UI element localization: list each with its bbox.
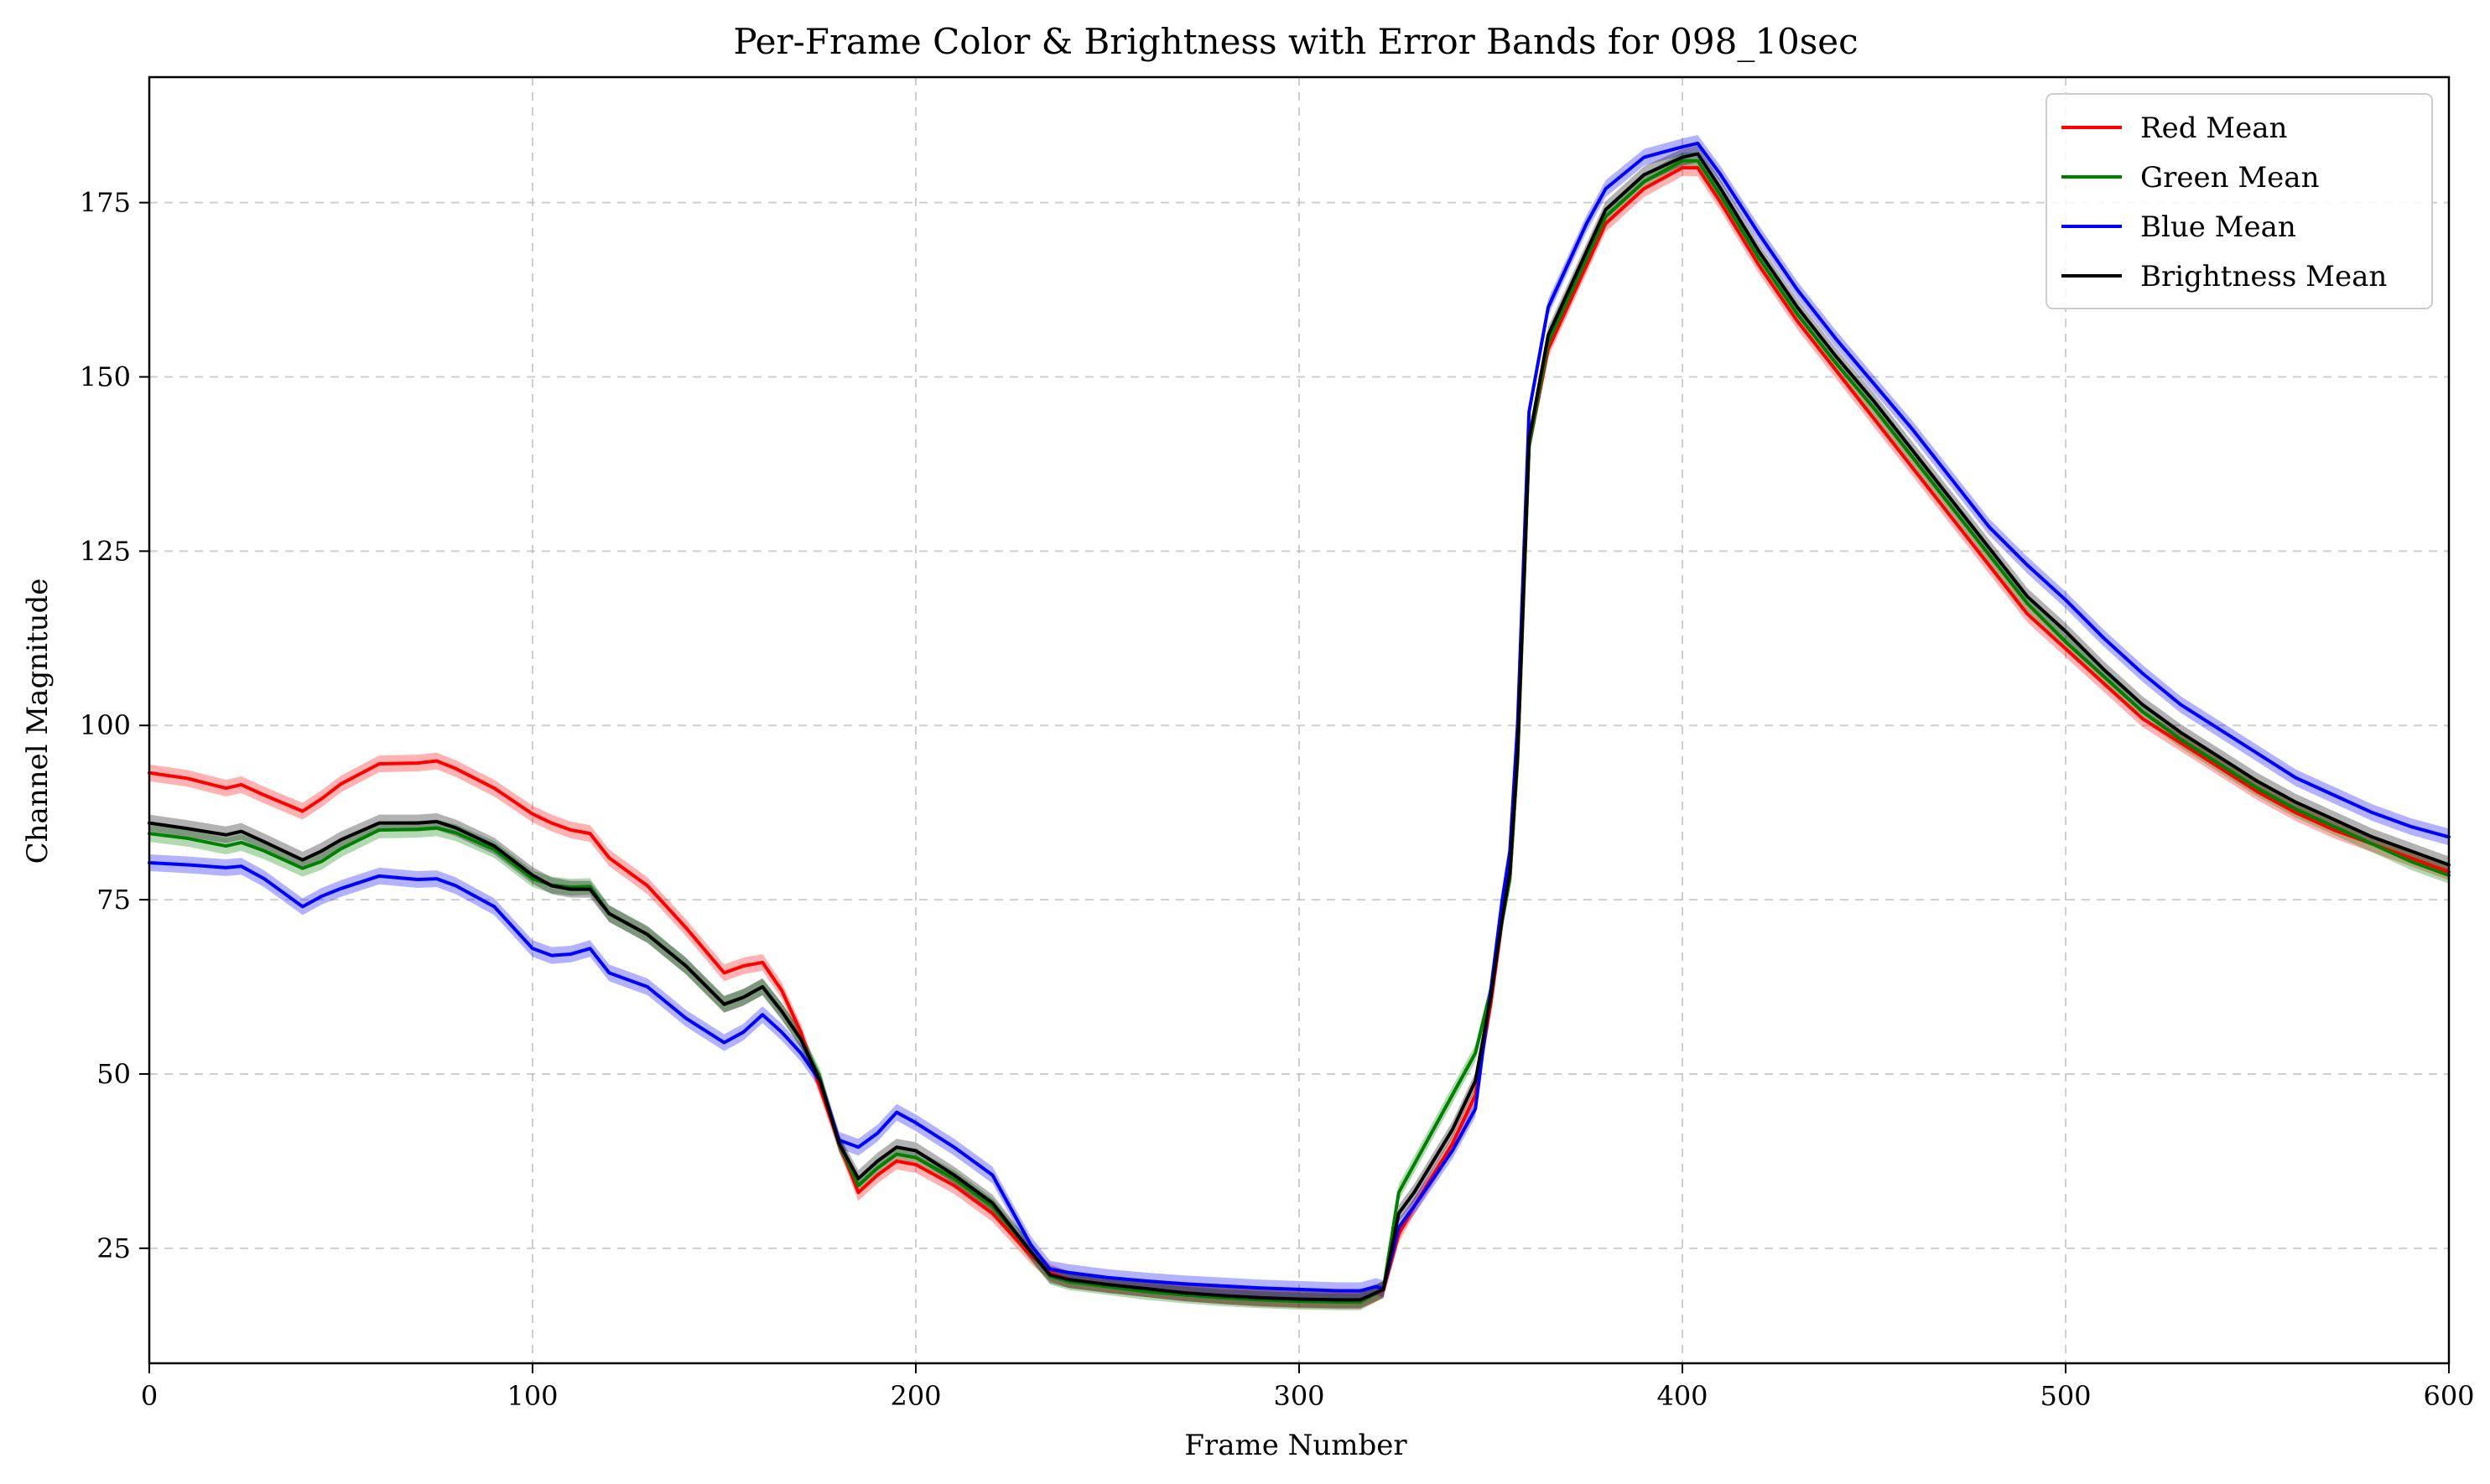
y-tick-label: 100 bbox=[80, 709, 131, 741]
legend-entry: Green Mean bbox=[2140, 161, 2319, 195]
x-tick-label: 0 bbox=[141, 1380, 158, 1412]
x-tick-label: 500 bbox=[2040, 1380, 2091, 1412]
axes: 0 100 200 300 400 500 600 25 50 75 100 125 150 175 bbox=[80, 75, 2475, 1412]
y-tick-label: 75 bbox=[96, 884, 131, 916]
y-axis-label: Channel Magnitude bbox=[21, 579, 55, 864]
series-line-2 bbox=[148, 141, 2451, 1293]
x-axis-label: Frame Number bbox=[1184, 1429, 1407, 1462]
y-tick-label: 25 bbox=[96, 1232, 131, 1264]
x-tick-label: 100 bbox=[507, 1380, 558, 1412]
y-tick-label: 125 bbox=[80, 535, 131, 567]
chart-title: Per-Frame Color & Brightness with Error … bbox=[733, 21, 1858, 62]
legend-entry: Brightness Mean bbox=[2140, 260, 2387, 293]
legend-entry: Blue Mean bbox=[2140, 210, 2296, 244]
legend-entry: Red Mean bbox=[2140, 112, 2287, 145]
y-tick-label: 175 bbox=[80, 187, 131, 219]
y-tick-label: 50 bbox=[96, 1058, 131, 1090]
y-tick-label: 150 bbox=[80, 361, 131, 393]
series-line-3 bbox=[148, 152, 2451, 1302]
x-tick-label: 200 bbox=[890, 1380, 941, 1412]
x-tick-label: 600 bbox=[2423, 1380, 2474, 1412]
grid bbox=[149, 77, 2449, 1363]
legend: Red Mean Green Mean Blue Mean Brightness Me… bbox=[2046, 93, 2433, 309]
x-tick-label: 300 bbox=[1273, 1380, 1324, 1412]
x-tick-label: 400 bbox=[1656, 1380, 1708, 1412]
series-lines bbox=[148, 141, 2451, 1304]
legend-box bbox=[2046, 93, 2433, 309]
